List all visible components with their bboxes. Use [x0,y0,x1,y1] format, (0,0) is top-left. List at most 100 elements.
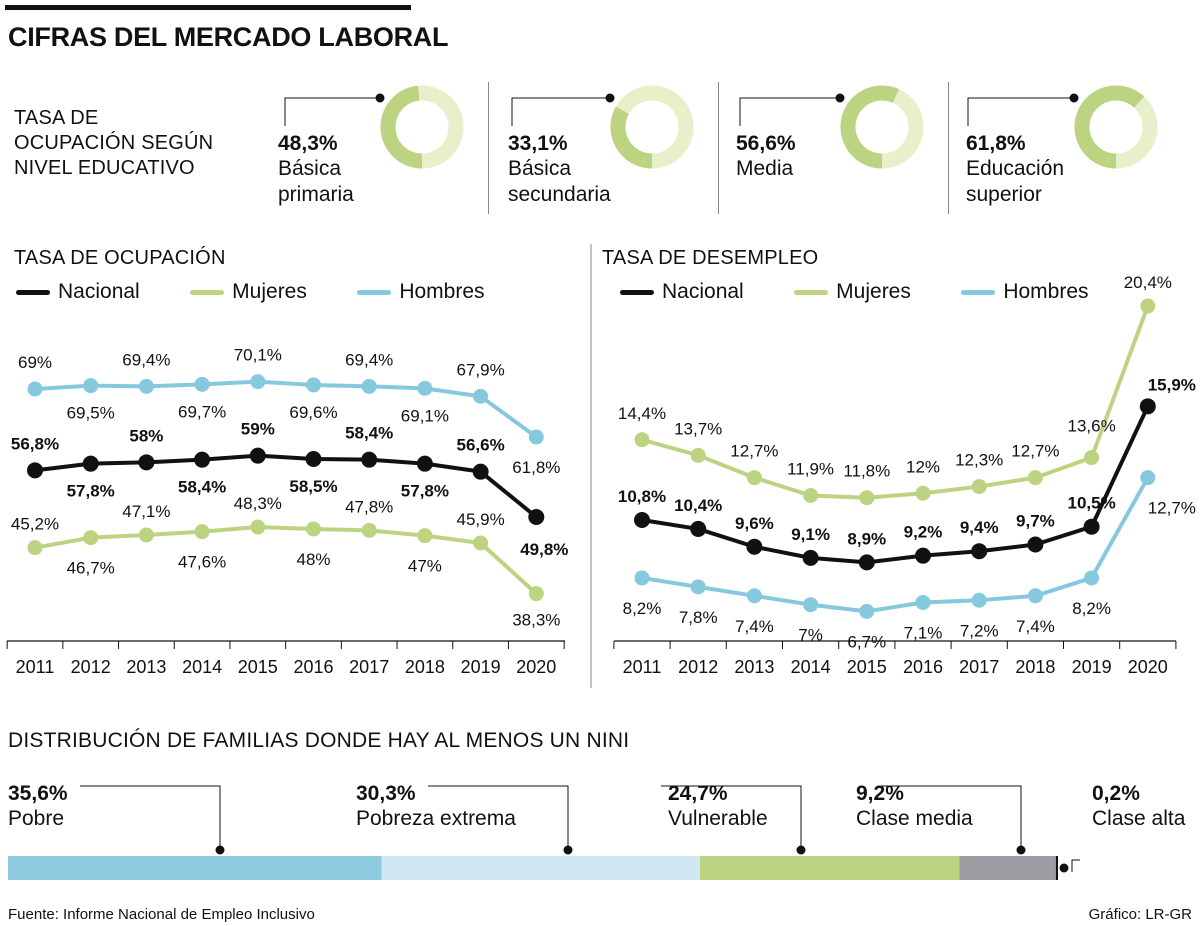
x-tick-label: 2017 [349,657,389,677]
distribution-leader-dot [563,845,573,855]
x-tick-label: 2015 [238,657,278,677]
distribution-name: Clase media [856,807,973,830]
legend-desempleo: Nacional Mujeres Hombres [620,280,1135,304]
education-item: 61,8% Educación superior [966,132,1064,208]
data-label-mujeres: 47,1% [122,502,170,521]
x-tick-label: 2011 [623,657,662,677]
title-rule [5,5,411,10]
donut-leader-dot [1069,93,1079,103]
data-label-mujeres: 11,9% [787,459,834,478]
education-label-line: NIVEL EDUCATIVO [14,157,195,179]
data-label-mujeres: 48% [296,550,330,569]
data-label-hombres: 7% [798,626,823,645]
legend-swatch-mujeres [794,289,829,295]
distribution-leader [661,785,802,850]
data-label-hombres: 69,4% [122,350,170,369]
data-point-nacional [249,447,266,464]
education-name-line: superior [966,183,1042,206]
data-point-nacional [971,543,988,560]
donut-value-arc [610,85,694,169]
distribution-pct: 9,2% [856,782,904,805]
distribution-label: 35,6% Pobre [8,782,68,832]
data-point-hombres [417,380,433,396]
data-point-hombres [361,378,377,394]
x-tick-label: 2016 [293,657,333,677]
education-divider [488,82,489,214]
distribution-pct: 0,2% [1092,782,1140,805]
donut-value-arc [840,85,924,169]
data-label-nacional: 56,8% [11,434,59,453]
education-name-line: secundaria [508,183,611,206]
legend-swatch-mujeres [190,289,225,295]
series-line-nacional [641,405,1150,565]
data-label-mujeres: 11,8% [843,462,890,481]
data-label-hombres: 6,7% [847,632,886,651]
donut-leader-line [967,97,1074,126]
distribution-name: Vulnerable [668,807,768,830]
education-label-line: TASA DE [14,107,99,129]
data-label-nacional: 56,6% [456,436,504,455]
education-item: 48,3% Básica primaria [278,132,354,208]
x-tick-label: 2018 [1015,657,1055,677]
education-pct: 33,1% [508,132,568,155]
education-name-line: Básica [278,157,342,180]
x-tick-label: 2017 [959,657,999,677]
data-point-hombres [306,377,321,393]
data-label-hombres: 70,1% [234,346,282,365]
data-label-nacional: 58,4% [345,424,393,443]
legend-item-mujeres: Mujeres [794,280,911,304]
legend-item-hombres: Hombres [961,280,1089,304]
x-tick-label: 2012 [678,657,718,677]
data-point-mujeres [634,432,650,448]
legend-swatch-hombres [357,289,392,295]
distribution-segment-4 [1055,856,1058,880]
x-tick-label: 2015 [847,657,887,677]
data-point-hombres [915,594,931,610]
data-point-mujeres [361,522,377,538]
distribution-leader-dot [796,845,806,855]
distribution-leader-dot [215,845,225,855]
data-label-mujeres: 13,6% [1067,417,1115,436]
legend-item-nacional: Nacional [16,280,140,304]
data-label-mujeres: 45,9% [456,510,504,529]
legend-label: Nacional [662,280,744,303]
education-name-line: Educación [966,157,1065,180]
data-label-nacional: 8,9% [847,529,886,548]
education-divider [948,82,949,214]
donut-leader-dot [605,93,615,103]
data-label-nacional: 58,4% [178,478,226,497]
education-item: 33,1% Básica secundaria [508,132,611,208]
legend-label: Hombres [1003,280,1089,303]
distribution-leader-dot [1016,845,1026,855]
data-point-mujeres [1084,450,1100,466]
data-point-nacional [1139,398,1156,415]
data-point-mujeres [1140,298,1156,314]
data-point-nacional [1027,536,1044,553]
legend-label: Mujeres [232,280,307,303]
data-label-mujeres: 12% [906,457,940,476]
data-point-nacional [305,451,322,467]
data-point-mujeres [194,524,210,540]
distribution-segment-3 [959,856,1056,880]
data-label-mujeres: 38,3% [512,611,560,630]
series-line-hombres [34,379,538,439]
data-point-nacional [858,554,875,571]
data-label-mujeres: 47,6% [178,553,226,572]
data-label-hombres: 69,4% [345,350,393,369]
data-point-mujeres [971,479,987,495]
x-tick-label: 2014 [182,657,222,677]
legend-item-mujeres: Mujeres [190,280,307,304]
donut-value-arc [380,85,464,169]
data-point-nacional [361,451,378,468]
data-point-mujeres [803,487,819,503]
distribution-label: 30,3% Pobreza extrema [356,782,516,832]
data-point-hombres [473,388,489,404]
distribution-segment-1 [381,856,700,880]
data-point-nacional [915,547,931,564]
data-label-nacional: 57,8% [67,482,115,501]
data-point-nacional [82,455,99,472]
data-label-nacional: 49,8% [520,540,568,559]
distribution-name: Pobre [8,807,65,830]
data-point-hombres [138,378,154,394]
x-tick-label: 2011 [16,657,55,677]
